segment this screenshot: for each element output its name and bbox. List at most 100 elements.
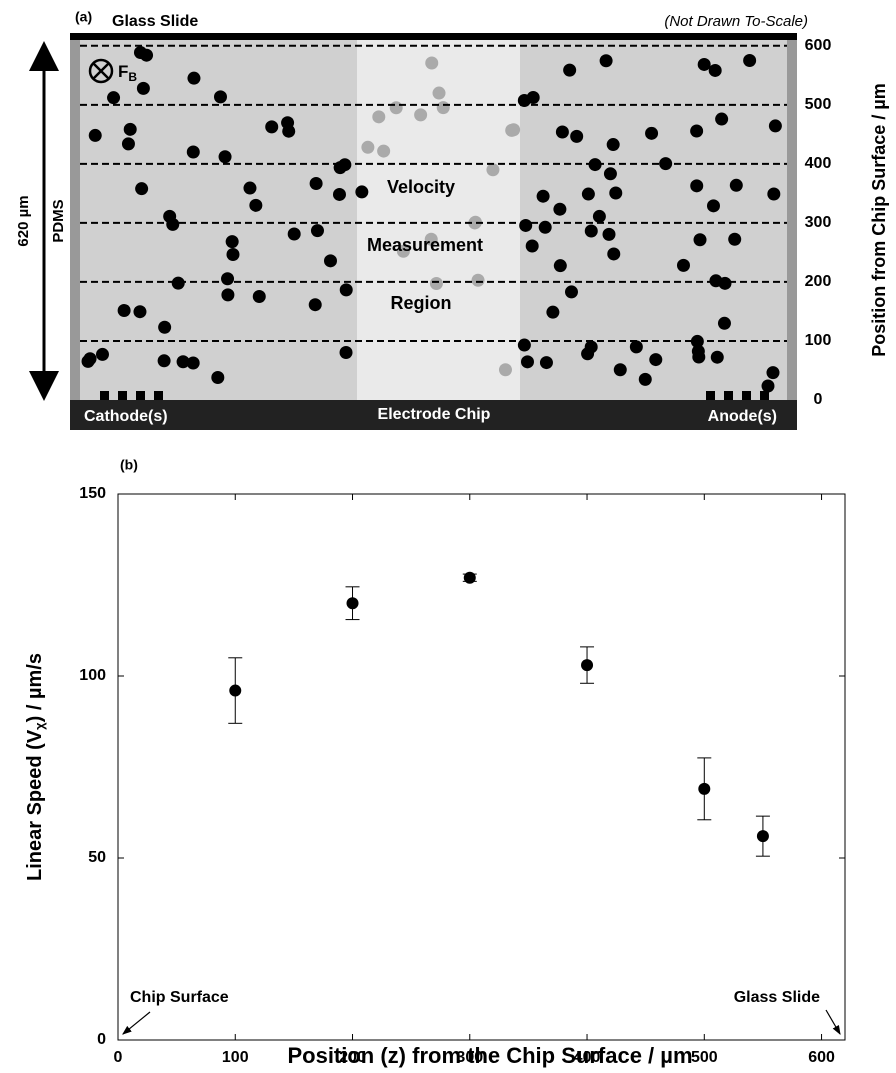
particle — [581, 347, 595, 361]
electrode-chip — [70, 400, 797, 430]
region-label: Region — [391, 293, 452, 313]
particle — [768, 119, 782, 133]
particle — [396, 244, 410, 258]
particle — [609, 186, 623, 200]
particle — [186, 356, 200, 370]
particle — [323, 254, 337, 268]
particle — [221, 272, 235, 286]
particle — [709, 274, 723, 288]
bottom-label: Electrode Chip — [378, 406, 491, 423]
region-label: Measurement — [367, 235, 483, 255]
particle — [599, 54, 613, 68]
particle — [339, 345, 353, 359]
particle — [570, 129, 584, 143]
particle — [471, 273, 485, 287]
particle — [252, 289, 266, 303]
wall-left — [70, 40, 80, 402]
particle — [767, 187, 781, 201]
particle — [553, 259, 567, 273]
particle — [140, 48, 154, 62]
particle — [603, 167, 617, 181]
particle — [424, 232, 438, 246]
point — [229, 684, 242, 697]
particle — [536, 189, 550, 203]
axis-label: Position from Chip Surface / µm — [869, 83, 889, 356]
particle — [414, 108, 428, 122]
electrodes — [100, 391, 769, 400]
x-tick-label: 500 — [691, 1049, 718, 1066]
particle — [213, 90, 227, 104]
particle — [372, 110, 386, 124]
particle — [546, 305, 560, 319]
particle — [563, 63, 577, 77]
particle — [692, 350, 706, 364]
particle — [539, 356, 553, 370]
bottom-label: Anode(s) — [708, 408, 777, 425]
particle — [243, 181, 257, 195]
particle — [743, 53, 757, 67]
particle — [520, 355, 534, 369]
particle — [83, 352, 97, 366]
particle — [766, 366, 780, 380]
x-tick-label: 0 — [114, 1049, 123, 1066]
particle — [436, 101, 450, 115]
particle — [88, 128, 102, 142]
particle — [429, 277, 443, 291]
bottom-label: Cathode(s) — [84, 408, 168, 425]
particle — [221, 288, 235, 302]
particle — [602, 227, 616, 241]
x-axis-label: Position (z) from the Chip Surface / µm — [287, 1043, 692, 1068]
panel-label: (a) — [75, 9, 92, 25]
annotation: Glass Slide — [734, 989, 820, 1006]
particle — [676, 258, 690, 272]
y-tick-label: 0 — [97, 1031, 106, 1048]
particle — [218, 150, 232, 164]
particle — [171, 276, 185, 290]
particle — [117, 304, 131, 318]
x-tick-label: 200 — [339, 1049, 366, 1066]
particle — [507, 123, 521, 137]
x-tick-label: 600 — [808, 1049, 835, 1066]
particle — [176, 355, 190, 369]
point — [346, 597, 359, 610]
particle — [133, 305, 147, 319]
x-tick-label: 100 — [222, 1049, 249, 1066]
particle — [226, 247, 240, 261]
particle — [584, 224, 598, 238]
particle — [265, 120, 279, 134]
particle — [607, 247, 621, 261]
glass-slide — [70, 33, 797, 40]
point — [581, 659, 594, 672]
point — [463, 571, 476, 584]
particle — [309, 177, 323, 191]
tick-label: 400 — [805, 155, 832, 172]
particle — [690, 124, 704, 138]
tick-label: 600 — [805, 37, 832, 54]
y-tick-label: 150 — [79, 485, 106, 502]
particle — [158, 320, 172, 334]
particle — [287, 227, 301, 241]
particle — [728, 232, 742, 246]
particle — [121, 137, 135, 151]
particle — [710, 350, 724, 364]
particle — [638, 372, 652, 386]
particle — [629, 340, 643, 354]
particle — [715, 112, 729, 126]
point — [756, 830, 769, 843]
particle — [157, 354, 171, 368]
particle — [389, 101, 403, 115]
top-label: Glass Slide — [112, 13, 198, 30]
particle — [468, 215, 482, 229]
particle — [339, 283, 353, 297]
annotation: Chip Surface — [130, 989, 229, 1006]
plot-frame — [117, 493, 846, 1041]
force-symbol-text: F — [118, 62, 128, 81]
particle — [95, 347, 109, 361]
y-tick-label: 50 — [88, 849, 106, 866]
particle — [525, 239, 539, 253]
force-symbol — [88, 58, 114, 84]
particle — [717, 316, 731, 330]
tick-label: 100 — [805, 332, 832, 349]
particle — [425, 56, 439, 70]
